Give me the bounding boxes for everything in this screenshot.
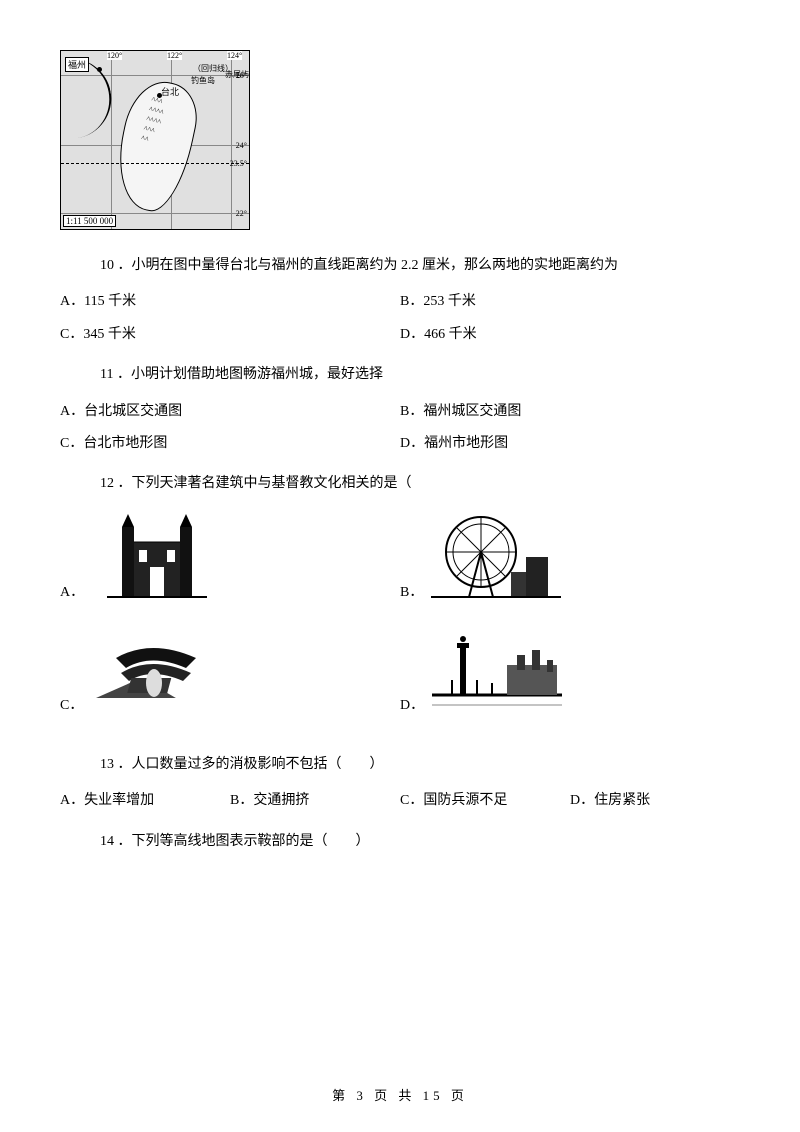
map-scale: 1:11 500 000 [63, 215, 116, 227]
q12-option-d-wrap: D． [400, 623, 740, 718]
q12-image-b-ferriswheel [431, 510, 561, 605]
q11-option-a: A．台北城区交通图 [60, 401, 400, 423]
taiwan-map-figure: ^^^^^^^^^^^^^^^^ 福州 120° 122° 124° 26° 2… [60, 50, 250, 230]
question-10-text: 10 ．小明在图中量得台北与福州的直线距离约为 2.2 厘米，那么两地的实地距离… [100, 255, 740, 277]
q13-options-row: A．失业率增加 B．交通拥挤 C．国防兵源不足 D．住房紧张 [60, 790, 740, 812]
map-label-taibei: 台北 [161, 85, 179, 98]
map-label-diaoyu: 钓鱼岛 [191, 75, 215, 86]
q12-option-b-wrap: B． [400, 510, 740, 605]
grid-line [61, 213, 249, 214]
map-label-122: 122° [167, 51, 182, 60]
q11-option-c: C．台北市地形图 [60, 433, 400, 455]
q11-options-row1: A．台北城区交通图 B．福州城区交通图 [60, 401, 740, 423]
q10-option-b: B．253 千米 [400, 291, 740, 313]
q12-image-c-temple [91, 623, 221, 718]
map-label-22: 22° [236, 209, 247, 218]
q10-option-c: C．345 千米 [60, 324, 400, 346]
q10-option-d: D．466 千米 [400, 324, 740, 346]
q12-image-a-church [92, 510, 222, 605]
q10-options-row1: A．115 千米 B．253 千米 [60, 291, 740, 313]
map-label-124: 124° [227, 51, 242, 60]
ferris-wheel-icon [431, 512, 561, 602]
q11-option-d: D．福州市地形图 [400, 433, 740, 455]
page-footer: 第 3 页 共 15 页 [0, 1085, 800, 1104]
fuzhou-dot [97, 67, 102, 72]
q13-option-b: B．交通拥挤 [230, 790, 400, 812]
map-label-235: 23.5° [230, 159, 247, 168]
question-11-text: 11 ．小明计划借助地图畅游福州城，最好选择 [100, 364, 740, 386]
map-label-fuzhou: 福州 [65, 57, 89, 72]
bridge-skyline-icon [432, 625, 562, 715]
grid-line [111, 51, 112, 229]
q12-option-a-label: A． [60, 581, 84, 605]
tropic-line [61, 163, 249, 164]
q11-options-row2: C．台北市地形图 D．福州市地形图 [60, 433, 740, 455]
q12-option-c-wrap: C． [60, 623, 400, 718]
q10-option-a: A．115 千米 [60, 291, 400, 313]
church-building-icon [102, 512, 212, 602]
q12-option-a-wrap: A． [60, 510, 400, 605]
q12-option-b-label: B． [400, 581, 423, 605]
question-13-text: 13 ．人口数量过多的消极影响不包括（ ） [100, 754, 740, 776]
q10-options-row2: C．345 千米 D．466 千米 [60, 324, 740, 346]
map-label-tropic: （回归线） [193, 63, 233, 74]
q11-option-b: B．福州城区交通图 [400, 401, 740, 423]
q12-image-options: A． B． [60, 510, 740, 736]
q12-option-d-label: D． [400, 694, 424, 718]
q13-option-d: D．住房紧张 [570, 790, 740, 812]
q12-option-c-label: C． [60, 694, 83, 718]
map-label-24: 24° [236, 141, 247, 150]
question-12-text: 12 ．下列天津著名建筑中与基督教文化相关的是（ [100, 473, 740, 495]
q13-option-c: C．国防兵源不足 [400, 790, 570, 812]
q12-image-d-bridge [432, 623, 562, 718]
map-label-120: 120° [107, 51, 122, 60]
temple-pagoda-icon [96, 623, 216, 718]
q13-option-a: A．失业率增加 [60, 790, 230, 812]
question-14-text: 14 ．下列等高线地图表示鞍部的是（ ） [100, 831, 740, 853]
